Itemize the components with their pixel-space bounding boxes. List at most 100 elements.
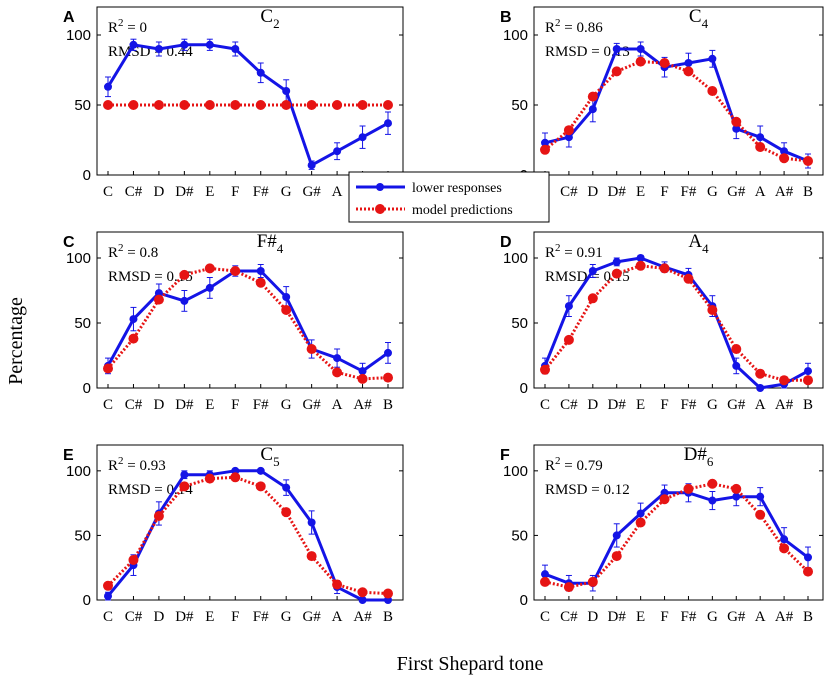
model-point — [230, 472, 241, 483]
x-tick-label: D# — [175, 609, 194, 625]
y-tick-label: 50 — [74, 315, 91, 332]
model-point — [332, 100, 343, 110]
response-point — [333, 354, 342, 363]
model-point — [683, 66, 694, 77]
y-tick-label: 0 — [83, 380, 91, 397]
response-point — [205, 40, 214, 49]
legend-label-responses: lower responses — [412, 181, 502, 196]
legend-label-model: model predictions — [412, 203, 513, 218]
model-point — [755, 142, 766, 152]
panel-title-sub: 4 — [702, 16, 709, 31]
r-squared-sup: 2 — [555, 455, 561, 467]
model-point — [153, 100, 164, 110]
model-point — [383, 100, 393, 110]
model-line — [544, 482, 810, 589]
response-point — [564, 302, 573, 311]
response-point — [256, 68, 265, 77]
panel-title: C4 — [689, 6, 709, 31]
x-tick-label: C — [540, 609, 550, 625]
axes-box — [96, 444, 404, 601]
response-point — [307, 518, 316, 527]
r-squared-sup: 2 — [118, 17, 124, 29]
x-tick-label: D — [587, 397, 598, 413]
model-point — [383, 372, 393, 383]
x-tick-label: D — [153, 397, 164, 413]
y-axis-label: Percentage — [5, 297, 27, 385]
response-point — [256, 267, 265, 275]
x-tick-label: D — [587, 609, 598, 625]
r-squared-sup: 2 — [118, 242, 124, 254]
response-point — [756, 492, 765, 501]
x-tick-label: A# — [775, 184, 794, 200]
model-point — [611, 268, 622, 279]
r-squared-r: R — [108, 245, 118, 261]
x-tick-label: B — [383, 397, 393, 413]
response-point — [684, 59, 693, 67]
model-point — [755, 509, 766, 520]
x-tick-label: F# — [253, 184, 269, 200]
model-point — [803, 375, 813, 386]
response-point — [282, 483, 291, 492]
model-point — [306, 344, 317, 354]
panel-letter: B — [500, 9, 512, 26]
panel-title: A4 — [688, 231, 709, 256]
x-tick-label: B — [383, 609, 393, 625]
panel-title-main: F# — [257, 231, 278, 252]
response-point — [636, 509, 645, 518]
x-tick-label: E — [636, 397, 645, 413]
x-tick-label: F — [231, 184, 239, 200]
x-tick-label: B — [803, 397, 813, 413]
rmsd-label: RMSD = 0.12 — [545, 482, 630, 498]
response-point — [732, 361, 741, 370]
x-tick-label: E — [205, 184, 214, 200]
response-line — [106, 469, 388, 602]
response-point — [358, 133, 367, 142]
x-tick-label: F# — [681, 184, 697, 200]
model-point — [357, 100, 368, 110]
series-model-predictions — [103, 472, 393, 599]
x-tick-label: F — [660, 609, 668, 625]
response-line — [106, 43, 389, 167]
r-squared-value: = 0.86 — [561, 20, 604, 36]
panel-title-main: D# — [684, 444, 708, 465]
model-point — [755, 368, 766, 379]
x-tick-label: E — [205, 397, 214, 413]
model-point — [635, 56, 646, 67]
y-tick-label: 0 — [520, 380, 528, 397]
axes-box — [533, 444, 824, 601]
response-point — [307, 161, 316, 170]
panel-title-main: C — [689, 6, 702, 27]
model-point — [332, 579, 343, 590]
panel-title-sub: 4 — [702, 241, 709, 256]
model-point — [332, 367, 343, 378]
model-point — [587, 91, 598, 102]
x-tick-label: G — [707, 609, 718, 625]
response-point — [541, 570, 549, 579]
model-point — [779, 375, 790, 386]
model-point — [731, 344, 742, 354]
x-tick-label: G — [281, 184, 292, 200]
x-tick-label: A# — [775, 397, 794, 413]
model-point — [230, 266, 241, 276]
response-point — [282, 293, 291, 301]
response-point — [129, 40, 138, 49]
response-point — [588, 105, 597, 114]
response-point — [541, 138, 549, 147]
model-point — [230, 100, 241, 110]
r-squared-r: R — [108, 458, 118, 474]
y-tick-label: 100 — [503, 463, 528, 480]
y-tick-label: 0 — [520, 592, 528, 609]
response-line — [543, 256, 809, 390]
model-point — [659, 494, 670, 505]
panel-title: D#6 — [684, 444, 714, 469]
series-lower-responses — [541, 483, 812, 592]
x-tick-label: D# — [608, 609, 627, 625]
x-tick-label: E — [205, 609, 214, 625]
response-point — [564, 133, 573, 142]
model-point — [683, 273, 694, 284]
y-tick-label: 50 — [74, 97, 91, 114]
